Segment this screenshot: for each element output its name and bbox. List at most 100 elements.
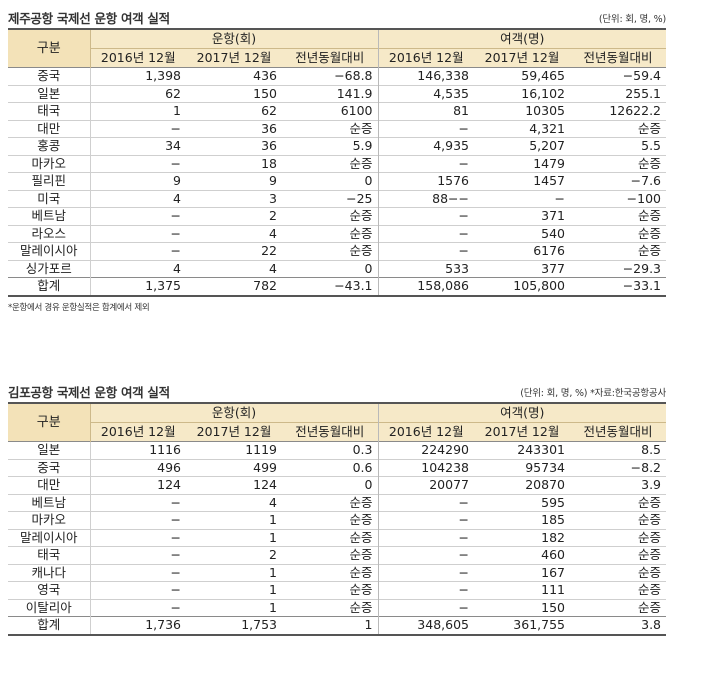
value-cell: 436 xyxy=(253,68,277,83)
country-cell: 영국 xyxy=(8,581,91,599)
value-cell: 순증 xyxy=(638,225,662,241)
value-cell: 36 xyxy=(261,120,277,136)
table-row: 마카오 −18 순증 −1479 순증 xyxy=(8,155,667,173)
country-cell: 싱가포르 xyxy=(8,260,91,278)
table-row: 이탈리아 −1 순증 −150 순증 xyxy=(8,599,667,617)
total-row: 합계 1,375 782 −43.1 158,086 105,800 −33.1 xyxy=(8,277,667,296)
value-cell: 순증 xyxy=(349,512,373,527)
column-header: 전년동월대비 xyxy=(282,422,378,442)
value-cell: 20870 xyxy=(525,477,565,492)
column-header: 2016년 12월 xyxy=(90,422,186,442)
value-cell: 순증 xyxy=(349,582,373,597)
value-cell: −100 xyxy=(626,190,662,206)
value-cell: 371 xyxy=(541,208,565,223)
value-cell: 1,398 xyxy=(145,68,181,83)
gimpo-title: 김포공항 국제선 운항 여객 실적 xyxy=(8,385,170,400)
table-row: 베트남 −4 순증 −595 순증 xyxy=(8,494,667,512)
value-cell: 1 xyxy=(269,529,277,545)
jeju-title-row: 제주공항 국제선 운항 여객 실적 (단위: 회, 명, %) xyxy=(8,0,666,28)
table-row: 중국 1,398 436 −68.8 146,338 59,465 −59.4 xyxy=(8,67,667,85)
country-cell: 중국 xyxy=(8,459,91,477)
value-cell: − xyxy=(170,547,181,562)
value-cell: − xyxy=(170,494,181,510)
value-cell: − xyxy=(170,208,181,223)
table-row: 태국 1 62 6100 81 10305 12622.2 xyxy=(8,102,667,120)
value-cell: 2 xyxy=(269,547,277,562)
jeju-corner-header: 구분 xyxy=(8,29,91,68)
value-cell: 순증 xyxy=(349,494,373,510)
value-cell: 0 xyxy=(364,260,373,276)
country-cell: 합계 xyxy=(8,277,91,296)
value-cell: − xyxy=(170,155,181,171)
value-cell: 순증 xyxy=(638,243,662,258)
value-cell: − xyxy=(170,243,181,258)
country-cell: 마카오 xyxy=(8,511,91,529)
table-row: 말레이시아 −1 순증 −182 순증 xyxy=(8,529,667,547)
value-cell: 순증 xyxy=(638,599,662,615)
value-cell: 0.3 xyxy=(352,442,373,457)
table-row: 싱가포르 4 4 0 533 377 −29.3 xyxy=(8,260,667,278)
value-cell: 1,753 xyxy=(241,617,277,632)
value-cell: 150 xyxy=(541,599,565,615)
country-cell: 라오스 xyxy=(8,225,91,243)
country-cell: 미국 xyxy=(8,190,91,208)
value-cell: 9 xyxy=(269,173,277,188)
value-cell: 1 xyxy=(269,582,277,597)
value-cell: −59.4 xyxy=(622,68,662,83)
value-cell: 2 xyxy=(269,208,277,223)
jeju-table-body: 중국 1,398 436 −68.8 146,338 59,465 −59.4 일본 62 150… xyxy=(8,67,667,296)
value-cell: 순증 xyxy=(349,243,373,258)
table-row: 필리핀 9 9 0 1576 1457 −7.6 xyxy=(8,172,667,190)
value-cell: −8.2 xyxy=(630,459,662,475)
country-cell: 이탈리아 xyxy=(8,599,91,617)
gimpo-table: 구분 운항(회) 여객(명) 2016년 12월 2017년 12월 전년동월대… xyxy=(8,402,667,636)
column-header: 2017년 12월 xyxy=(186,422,282,442)
value-cell: 224290 xyxy=(377,441,474,459)
value-cell: 5.5 xyxy=(641,138,662,153)
jeju-footnote: *운항에서 경유 운항실적은 합계에서 제외 xyxy=(8,302,150,313)
value-cell: − xyxy=(170,225,181,241)
value-cell: −25 xyxy=(346,190,373,206)
country-cell: 일본 xyxy=(8,441,91,459)
gimpo-header-row-1: 구분 운항(회) 여객(명) xyxy=(8,403,667,442)
value-cell: 88−− xyxy=(377,190,474,208)
country-cell: 중국 xyxy=(8,67,91,85)
country-cell: 필리핀 xyxy=(8,172,91,190)
value-cell: 순증 xyxy=(638,208,662,223)
value-cell: − xyxy=(377,225,474,243)
value-cell: 순증 xyxy=(349,599,373,615)
value-cell: 1 xyxy=(173,103,181,118)
value-cell: 순증 xyxy=(638,155,662,171)
value-cell: − xyxy=(170,120,181,136)
value-cell: 1 xyxy=(269,599,277,615)
value-cell: 4 xyxy=(269,260,277,276)
table-row: 라오스 −4 순증 −540 순증 xyxy=(8,225,667,243)
value-cell: 4,321 xyxy=(529,120,565,136)
value-cell: 16,102 xyxy=(521,85,565,101)
table-row: 태국 −2 순증 −460 순증 xyxy=(8,546,667,564)
column-header: 2016년 12월 xyxy=(90,48,186,68)
value-cell: 4 xyxy=(269,494,277,510)
value-cell: 1119 xyxy=(245,442,277,457)
jeju-table: 구분 운항(회) 여객(명) 2016년 12월 2017년 12월 전년동월대… xyxy=(8,28,667,297)
gimpo-unit: (단위: 회, 명, %) *자료:한국공항공사 xyxy=(520,388,666,399)
value-cell: 6176 xyxy=(533,243,565,258)
value-cell: 순증 xyxy=(638,120,662,136)
value-cell: − xyxy=(377,207,474,225)
table-row: 일본 62 150 141.9 4,535 16,102 255.1 xyxy=(8,85,667,103)
value-cell: 0 xyxy=(364,173,373,188)
country-cell: 말레이시아 xyxy=(8,529,91,547)
value-cell: 3 xyxy=(269,190,277,206)
value-cell: 124 xyxy=(253,477,277,492)
value-cell: 104238 xyxy=(377,459,474,477)
value-cell: 185 xyxy=(541,512,565,527)
value-cell: 4 xyxy=(269,225,277,241)
value-cell: 1,736 xyxy=(145,617,181,632)
value-cell: 595 xyxy=(541,494,565,510)
table-row: 캐나다 −1 순증 −167 순증 xyxy=(8,564,667,582)
value-cell: 255.1 xyxy=(625,85,662,101)
value-cell: − xyxy=(170,582,181,597)
column-header: 전년동월대비 xyxy=(282,48,378,68)
value-cell: 8.5 xyxy=(641,442,662,457)
value-cell: 5,207 xyxy=(529,138,565,153)
